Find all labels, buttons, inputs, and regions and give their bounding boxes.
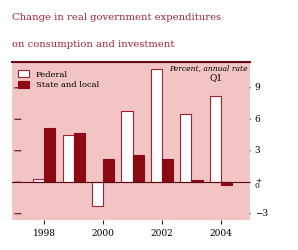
Text: on consumption and investment: on consumption and investment [12,40,174,49]
Text: +: + [255,177,261,185]
Bar [103,159,114,182]
Bar [151,69,162,182]
Text: Change in real government expenditures: Change in real government expenditures [12,14,221,22]
Bar [180,114,191,182]
Bar [121,111,133,182]
Text: 0: 0 [255,182,260,190]
Bar [44,128,55,182]
Text: 9: 9 [255,83,260,92]
Bar [221,182,232,186]
Bar [210,96,221,182]
Bar [162,159,173,182]
Text: Q1: Q1 [210,74,223,82]
Text: −3: −3 [255,209,268,218]
Text: 6: 6 [255,115,260,124]
Bar [191,180,203,182]
Bar [92,182,103,206]
Text: 3: 3 [255,146,260,155]
Bar [63,135,74,182]
Legend: Federal, State and local: Federal, State and local [18,70,99,89]
Bar [33,179,44,182]
Bar [74,133,85,182]
Text: Percent, annual rate: Percent, annual rate [169,64,248,72]
Bar [133,155,144,182]
